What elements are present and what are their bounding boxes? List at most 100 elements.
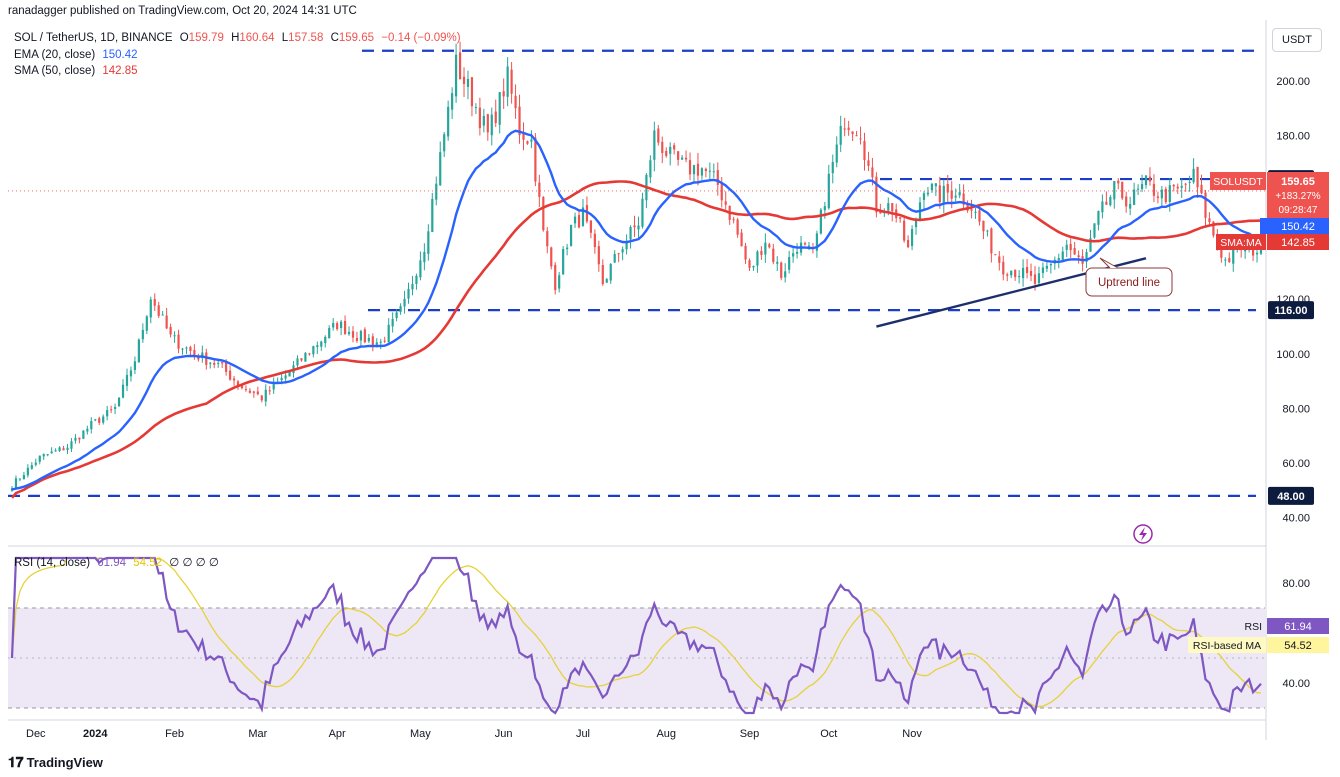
sma-value-label: 142.85 xyxy=(1281,237,1315,249)
price-tag-countdown: 09:28:47 xyxy=(1279,205,1318,216)
candle-body xyxy=(617,253,620,255)
change-value: −0.14 (−0.09%) xyxy=(381,32,461,44)
sma-legend-label: SMA (50, close) xyxy=(14,65,96,77)
symbol-tag-label: SOLUSDT xyxy=(1213,176,1263,188)
candle-body xyxy=(708,170,711,172)
candle-body xyxy=(399,306,402,312)
candle-body xyxy=(407,288,410,299)
sma-50-line xyxy=(11,180,1262,499)
sma-legend-value: 142.85 xyxy=(102,65,138,77)
time-tick-label: Nov xyxy=(902,728,922,740)
candle-body xyxy=(1160,189,1163,199)
ema-legend[interactable]: EMA (20, close) 150.42 xyxy=(14,49,142,61)
candle-body xyxy=(768,244,771,248)
price-tick-label: 40.00 xyxy=(1282,513,1310,525)
candle-body xyxy=(411,283,414,290)
candle-body xyxy=(1184,183,1187,185)
tradingview-logo-icon: 𝟏𝟕 xyxy=(8,754,24,770)
candle-body xyxy=(225,362,228,372)
rsi-tick-label: 80.00 xyxy=(1282,578,1310,590)
candle-body xyxy=(149,299,152,318)
candle-body xyxy=(383,340,386,342)
candle-body xyxy=(962,193,965,205)
candle-body xyxy=(653,130,656,160)
ema-value-label: 150.42 xyxy=(1281,221,1315,233)
candle-body xyxy=(316,345,319,348)
candle-body xyxy=(102,416,105,423)
candle-body xyxy=(629,227,632,240)
candle-body xyxy=(300,358,303,361)
candle-body xyxy=(823,206,826,211)
candle-body xyxy=(1021,267,1025,279)
candle-body xyxy=(839,125,842,145)
candle-body xyxy=(1077,255,1080,258)
rsi-legend-value: 61.94 xyxy=(97,557,127,569)
candle-body xyxy=(1002,261,1005,275)
candle-body xyxy=(1133,189,1136,205)
candle-body xyxy=(752,265,755,268)
candle-body xyxy=(914,219,918,228)
candle-body xyxy=(550,247,553,267)
candle-body xyxy=(169,326,172,335)
time-tick-label: Sep xyxy=(740,728,760,740)
candle-body xyxy=(780,262,783,278)
candle-body xyxy=(185,347,188,349)
candle-body xyxy=(10,488,14,491)
candle-body xyxy=(569,224,573,246)
tradingview-logo[interactable]: 𝟏𝟕 TradingView xyxy=(8,754,103,771)
candle-body xyxy=(795,251,799,254)
candle-body xyxy=(94,419,97,421)
candle-body xyxy=(1224,259,1227,261)
currency-button[interactable]: USDT xyxy=(1272,28,1322,52)
candle-body xyxy=(1125,196,1128,207)
candle-body xyxy=(910,229,914,247)
candle-body xyxy=(847,127,850,131)
candle-body xyxy=(363,329,366,343)
candle-body xyxy=(427,231,430,254)
candle-body xyxy=(193,349,196,355)
candle-body xyxy=(466,78,470,87)
sma-legend[interactable]: SMA (50, close) 142.85 xyxy=(14,65,142,77)
candle-body xyxy=(14,478,18,488)
candle-body xyxy=(474,106,478,108)
close-label: C xyxy=(330,32,339,44)
rsi-tick-label: 40.00 xyxy=(1282,678,1310,690)
candle-body xyxy=(546,231,549,247)
candle-body xyxy=(946,183,949,193)
candle-body xyxy=(994,254,997,256)
rsi-name-label: RSI xyxy=(1244,621,1262,633)
candle-body xyxy=(605,279,608,283)
candle-body xyxy=(1129,203,1132,209)
high-label: H xyxy=(231,32,240,44)
candle-body xyxy=(562,249,565,275)
candle-body xyxy=(236,381,240,386)
candle-body xyxy=(320,341,323,347)
candle-body xyxy=(621,249,624,253)
candle-body xyxy=(593,233,596,248)
rsi-legend[interactable]: RSI (14, close) 61.94 54.52 ∅ ∅ ∅ ∅ xyxy=(14,555,223,569)
candle-body xyxy=(998,256,1001,263)
candle-body xyxy=(78,437,81,440)
candle-body xyxy=(256,391,259,395)
candle-body xyxy=(288,371,291,377)
candle-body xyxy=(165,315,168,329)
candle-body xyxy=(974,211,977,213)
candle-body xyxy=(387,324,390,343)
symbol-tag xyxy=(1210,172,1266,190)
candle-body xyxy=(1176,186,1179,189)
candle-body xyxy=(343,320,347,335)
candle-body xyxy=(784,271,787,278)
candle-body xyxy=(792,253,795,257)
candle-body xyxy=(458,52,462,80)
candle-body xyxy=(744,245,747,260)
candle-body xyxy=(324,336,327,344)
candle-body xyxy=(403,298,406,307)
candle-body xyxy=(843,128,846,130)
candle-body xyxy=(248,390,252,393)
candle-body xyxy=(712,171,715,173)
tradingview-logo-text: TradingView xyxy=(26,755,103,770)
candle-body xyxy=(1140,184,1144,190)
price-tag-close: 159.65 xyxy=(1281,176,1315,188)
candle-body xyxy=(696,163,700,176)
